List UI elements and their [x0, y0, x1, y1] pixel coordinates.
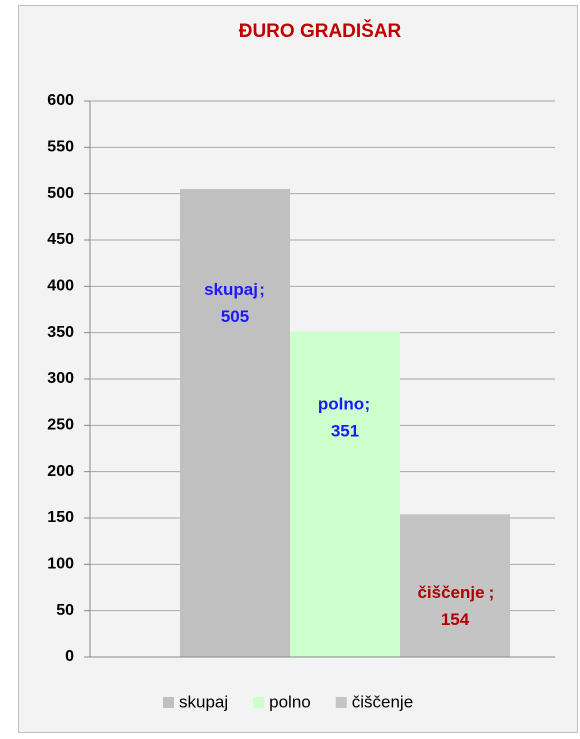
bar [290, 331, 400, 657]
y-tick-label: 400 [47, 278, 74, 295]
y-tick-label: 150 [47, 509, 74, 526]
y-tick-label: 200 [47, 463, 74, 480]
y-tick-label: 450 [47, 231, 74, 248]
y-tick-label: 300 [47, 370, 74, 387]
legend-swatch [335, 697, 347, 708]
chart-title: ĐURO GRADIŠAR [239, 20, 402, 42]
y-tick-label: 600 [47, 92, 74, 109]
data-label-punct: ; [489, 583, 495, 602]
data-label-punct: ; [365, 394, 371, 413]
data-label-name: skupaj [204, 280, 258, 299]
bar [180, 189, 290, 658]
legend-label: čiščenje [352, 692, 413, 711]
y-tick-label: 250 [47, 417, 74, 434]
y-tick-label: 0 [65, 648, 74, 665]
data-label-value: 505 [221, 307, 249, 326]
data-label-value: 154 [441, 610, 470, 629]
y-tick-label: 350 [47, 324, 74, 341]
legend-label: polno [269, 692, 311, 711]
bar [400, 514, 510, 657]
data-label-name: čiščenje [417, 583, 484, 602]
data-label-value: 351 [331, 421, 359, 440]
legend-label: skupaj [179, 692, 228, 711]
data-label-punct: ; [259, 280, 265, 299]
y-tick-label: 50 [56, 602, 74, 619]
legend-swatch [253, 697, 265, 708]
data-label-name: polno [318, 394, 364, 413]
y-tick-label: 500 [47, 185, 74, 202]
y-tick-label: 550 [47, 139, 74, 156]
y-tick-label: 100 [47, 556, 74, 573]
legend-swatch [163, 697, 174, 708]
